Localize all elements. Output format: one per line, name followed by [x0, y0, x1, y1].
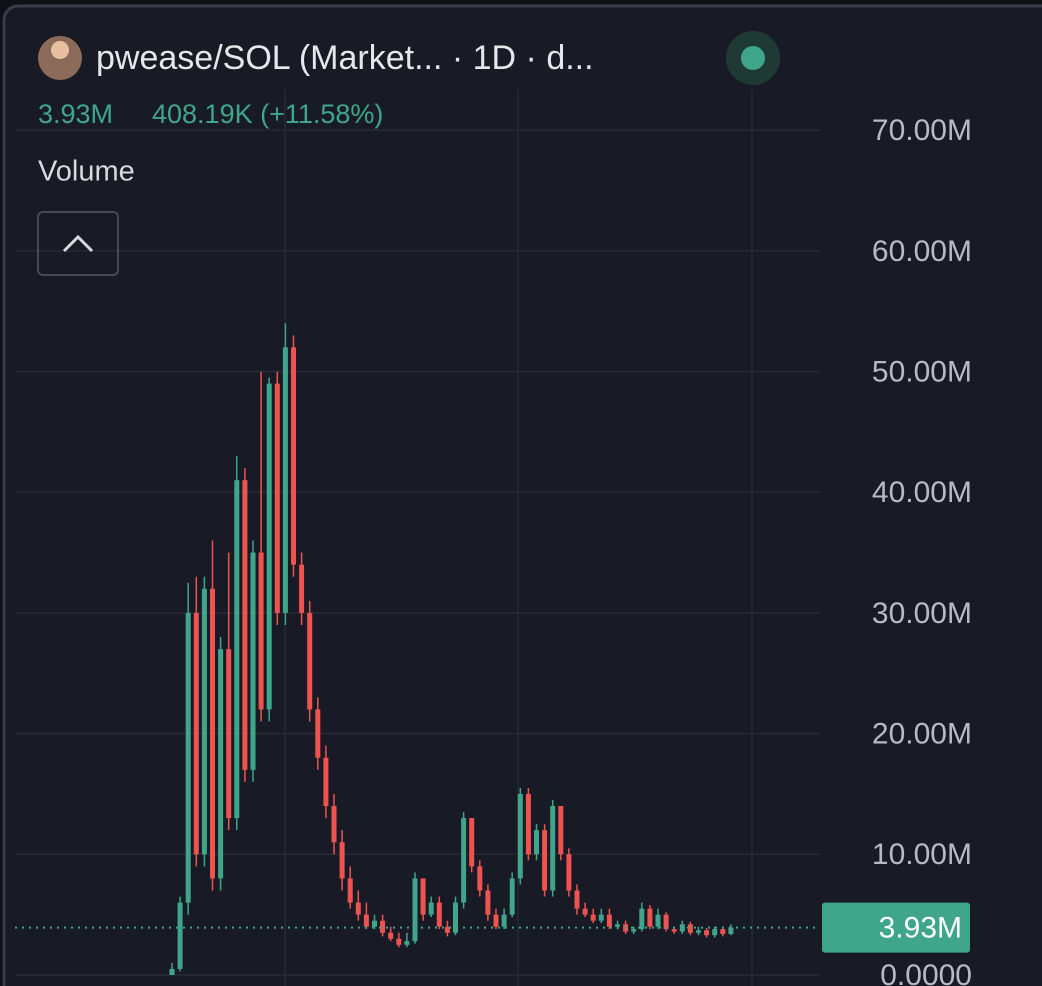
candle-body	[655, 914, 661, 927]
candle-body	[582, 908, 588, 915]
candle-body	[347, 878, 353, 903]
avatar-face	[51, 41, 69, 59]
candle-body	[687, 924, 693, 933]
candle-body	[258, 552, 264, 710]
candle-body	[444, 926, 450, 933]
candle-body	[355, 902, 361, 915]
candle-body	[590, 914, 596, 921]
candle-body	[396, 938, 402, 945]
candle-body	[291, 347, 296, 565]
y-tick-label: 30.00M	[872, 597, 972, 630]
y-tick-label: 50.00M	[872, 355, 972, 388]
indicator-label: Volume	[38, 156, 135, 188]
candle-body	[728, 927, 734, 934]
candle-body	[242, 480, 248, 770]
grid	[15, 129, 820, 976]
chevron-up	[62, 234, 94, 253]
candle-body	[679, 924, 685, 932]
candle-body	[436, 902, 442, 927]
candle-body	[428, 902, 434, 915]
candle-body	[372, 920, 377, 927]
candle-body	[720, 929, 726, 934]
candle-body	[517, 793, 523, 879]
candle-body	[501, 914, 507, 927]
candle-body	[299, 564, 305, 613]
y-tick-label: 10.00M	[872, 838, 972, 871]
candle-body	[509, 878, 515, 915]
candle-body	[525, 793, 531, 855]
candle-body	[177, 902, 183, 969]
candles	[169, 323, 734, 975]
candle-body	[598, 914, 604, 921]
candle-body	[704, 930, 710, 936]
chart-title: pwease/SOL (Market... · 1D · d...	[96, 39, 594, 77]
y-tick-label: 70.00M	[872, 114, 972, 147]
candle-body	[266, 383, 272, 710]
candle-body	[615, 924, 620, 927]
candle-body	[169, 968, 175, 975]
candle-body	[307, 612, 313, 710]
candle-body	[323, 757, 329, 807]
candle-body	[282, 347, 288, 613]
candle-body	[631, 929, 637, 932]
candle-body	[420, 878, 426, 915]
last-price-box	[822, 902, 970, 953]
candle-body	[493, 914, 499, 927]
candle-body	[639, 908, 645, 930]
candle-body	[201, 588, 207, 855]
candle-body	[542, 830, 548, 891]
candle-body	[647, 908, 653, 927]
candle-body	[461, 818, 467, 903]
last-price-label: 3.93M	[879, 911, 962, 944]
candle-body	[250, 552, 256, 770]
y-tick-label: 20.00M	[872, 718, 972, 751]
candle-body	[485, 890, 491, 915]
candle-body	[606, 914, 612, 927]
candle-body	[380, 920, 386, 933]
candle-body	[218, 649, 224, 879]
status-dot	[741, 46, 765, 70]
candle-body	[558, 806, 564, 855]
candle-body	[331, 806, 337, 843]
candle-body	[671, 929, 677, 932]
candle-body	[550, 806, 556, 891]
y-tick-label: 0.0000	[880, 959, 972, 986]
candle-body	[453, 902, 458, 933]
candle-body	[193, 612, 199, 855]
candle-body	[274, 383, 280, 613]
candle-body	[477, 866, 483, 891]
candle-body	[412, 878, 418, 942]
candle-body	[404, 941, 410, 945]
candle-body	[712, 929, 718, 936]
collapse-button[interactable]	[37, 211, 119, 276]
candle-body	[663, 914, 669, 930]
candle-body	[469, 818, 475, 867]
candle-body	[534, 830, 539, 855]
candle-body	[574, 890, 580, 909]
candle-body	[388, 932, 394, 939]
candle-body	[234, 480, 240, 819]
candle-body	[696, 930, 701, 933]
candle-body	[566, 854, 572, 891]
y-tick-label: 40.00M	[872, 476, 972, 509]
change: 408.19K (+11.58%)	[152, 99, 383, 129]
candle-body	[339, 842, 345, 879]
last-value: 3.93M	[38, 99, 113, 129]
candle-body	[185, 612, 191, 903]
candle-body	[226, 649, 232, 819]
candle-body	[210, 588, 215, 879]
candle-body	[315, 709, 321, 758]
candle-body	[363, 914, 369, 927]
y-tick-label: 60.00M	[872, 235, 972, 268]
